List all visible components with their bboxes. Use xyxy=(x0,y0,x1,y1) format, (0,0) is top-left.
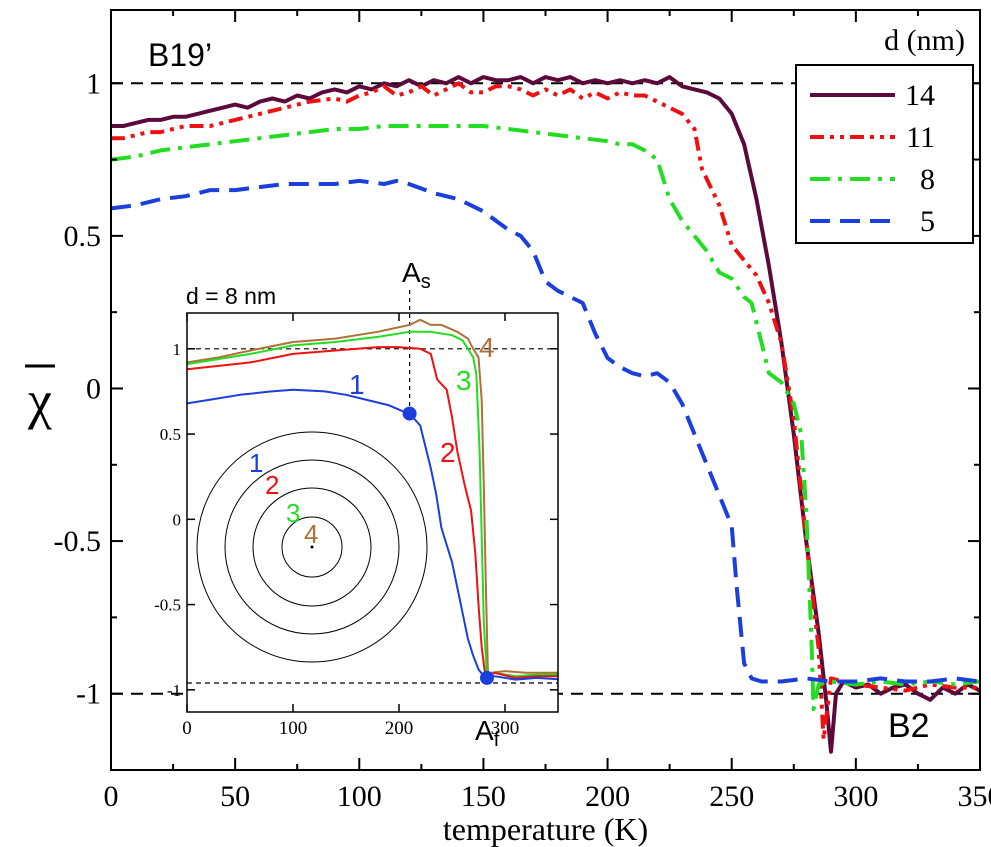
series-line-14 xyxy=(111,75,980,754)
y-tick-label-1: 0.5 xyxy=(64,220,102,253)
legend-label-8: 8 xyxy=(920,163,935,196)
inset-frame xyxy=(186,312,559,713)
inset-y-tick-label-4: -1 xyxy=(167,681,181,700)
inset-marker-1 xyxy=(479,670,494,685)
x-tick-label-2: 100 xyxy=(337,780,382,813)
legend-box xyxy=(795,64,974,244)
series-line-8 xyxy=(111,124,980,711)
ring-2 xyxy=(224,459,400,635)
inset-series-label-2: 2 xyxy=(440,437,456,468)
series-line-5 xyxy=(111,178,980,684)
legend-label-14: 14 xyxy=(905,79,935,112)
ring-label-1: 1 xyxy=(249,448,263,478)
x-tick-label-4: 200 xyxy=(585,780,630,813)
x-axis-label: temperature (K) xyxy=(443,811,648,847)
inset-x-tick-label-0: 0 xyxy=(182,718,192,739)
main-plot: 05010015020025030035010.50-0.5-1temperat… xyxy=(25,9,991,847)
annotation-b2: B2 xyxy=(888,707,930,745)
ring-center-dot xyxy=(310,545,314,549)
inset-marker-0 xyxy=(402,406,417,421)
y-tick-label-0: 1 xyxy=(86,67,101,100)
ring-label-3: 3 xyxy=(286,498,300,528)
legend-label-5: 5 xyxy=(920,205,935,238)
inset-background xyxy=(187,313,558,712)
ring-label-4: 4 xyxy=(304,519,318,549)
y-axis-label: χ xyxy=(27,370,52,430)
y-tick-label-2: 0 xyxy=(86,372,101,405)
inset-x-tick-label-2: 200 xyxy=(385,718,414,739)
x-tick-label-1: 50 xyxy=(220,780,250,813)
legend-title: d (nm) xyxy=(884,24,965,57)
inset-series-label-1: 1 xyxy=(349,369,365,400)
inset-series-label-4: 4 xyxy=(479,332,495,363)
annotation-b19: B19’ xyxy=(148,37,212,73)
x-tick-label-5: 250 xyxy=(709,780,754,813)
inset-y-tick-label-2: 0 xyxy=(173,510,182,529)
x-tick-label-0: 0 xyxy=(104,780,119,813)
inset-title: d = 8 nm xyxy=(186,283,276,309)
inset-y-tick-label-0: 1 xyxy=(173,340,182,359)
ring-1 xyxy=(196,431,428,663)
x-tick-label-6: 300 xyxy=(833,780,878,813)
ring-label-2: 2 xyxy=(265,470,279,500)
ring-4 xyxy=(281,516,343,578)
inset-x-tick-label-3: 300 xyxy=(491,718,520,739)
inset-x-tick-label-1: 100 xyxy=(279,718,308,739)
inset-marker-label-as: As xyxy=(402,257,431,293)
x-tick-label-7: 350 xyxy=(958,780,991,813)
y-tick-label-3: -0.5 xyxy=(54,525,102,558)
y-tick-label-4: -1 xyxy=(76,678,101,711)
x-tick-label-3: 150 xyxy=(461,780,506,813)
inset-series-label-3: 3 xyxy=(456,365,472,396)
inset-y-tick-label-3: -0.5 xyxy=(154,596,181,615)
legend-label-11: 11 xyxy=(906,121,935,154)
ring-3 xyxy=(252,487,372,607)
inset-y-tick-label-1: 0.5 xyxy=(160,425,181,444)
